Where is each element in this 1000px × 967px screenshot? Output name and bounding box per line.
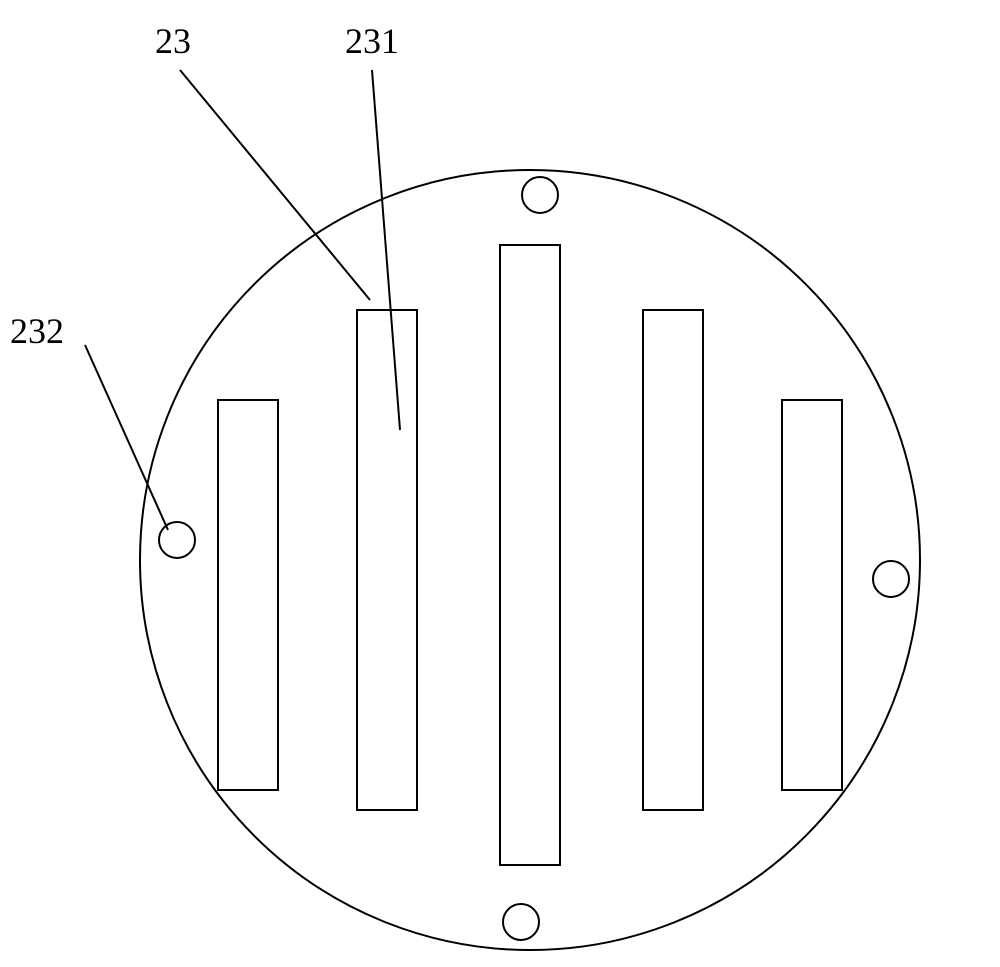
hole-right (873, 561, 909, 597)
label-232: 232 (10, 310, 64, 352)
leader-232 (85, 345, 168, 530)
diagram-canvas: 23 231 232 (0, 0, 1000, 967)
diagram-svg (0, 0, 1000, 967)
slot-4 (643, 310, 703, 810)
leader-231 (372, 70, 400, 430)
label-23: 23 (155, 20, 191, 62)
slot-1 (218, 400, 278, 790)
hole-left (159, 522, 195, 558)
label-231: 231 (345, 20, 399, 62)
hole-top (522, 177, 558, 213)
slot-5 (782, 400, 842, 790)
slot-3 (500, 245, 560, 865)
hole-bottom (503, 904, 539, 940)
main-disc (140, 170, 920, 950)
slot-2 (357, 310, 417, 810)
